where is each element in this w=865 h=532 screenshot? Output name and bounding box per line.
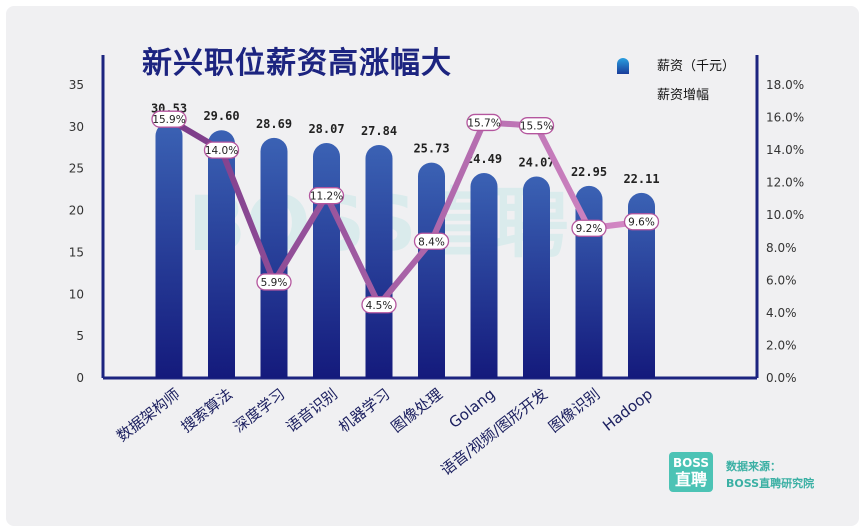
- y-right-tick-label: 12.0%: [766, 176, 804, 190]
- y-left-tick-label: 10: [69, 287, 84, 301]
- category-label: Hadoop: [599, 385, 656, 435]
- logo-line-1: BOSS: [672, 456, 710, 470]
- growth-point: [361, 296, 397, 314]
- growth-point: [413, 232, 450, 250]
- salary-value-label: 27.84: [361, 124, 397, 138]
- salary-bar: [313, 143, 340, 378]
- y-left-tick-label: 15: [69, 245, 84, 259]
- growth-value-label: 15.7%: [467, 117, 500, 129]
- legend-line-label: 薪资增幅: [657, 88, 709, 103]
- salary-bar: [418, 162, 445, 378]
- y-right-tick-label: 6.0%: [766, 273, 797, 287]
- growth-point: [151, 110, 187, 128]
- category-label: 数据架构师: [113, 385, 183, 445]
- salary-bar: [208, 130, 235, 378]
- y-right-tick-label: 8.0%: [766, 241, 797, 255]
- salary-value-label: 22.95: [571, 165, 607, 179]
- salary-bar: [470, 172, 498, 378]
- category-label: 搜索算法: [178, 385, 236, 436]
- y-left-tick-label: 25: [69, 162, 84, 176]
- source-label: 数据来源：: [726, 460, 781, 473]
- y-right-tick-label: 2.0%: [766, 338, 797, 352]
- legend-bar-swatch: [617, 58, 629, 74]
- growth-value-label: 4.5%: [366, 300, 393, 312]
- salary-value-label: 28.69: [256, 117, 292, 131]
- data-source: 数据来源： BOSS直聘研究院: [726, 458, 814, 492]
- category-label: 图像处理: [388, 385, 446, 436]
- y-left-tick-label: 0: [76, 371, 84, 385]
- category-label: 语音识别: [283, 385, 341, 436]
- growth-value-label: 8.4%: [418, 236, 445, 248]
- salary-value-label: 28.07: [308, 122, 344, 136]
- y-left-tick-label: 20: [69, 204, 84, 218]
- growth-point: [203, 141, 240, 159]
- growth-value-label: 9.6%: [628, 217, 655, 229]
- salary-bar: [260, 137, 288, 378]
- growth-value-label: 9.2%: [576, 223, 603, 235]
- y-right-tick-label: 0.0%: [766, 371, 797, 385]
- salary-value-label: 25.73: [413, 142, 449, 156]
- y-right-tick-label: 10.0%: [766, 208, 804, 222]
- category-label: 深度学习: [230, 385, 288, 436]
- growth-point: [623, 213, 660, 231]
- salary-bar: [365, 144, 393, 378]
- growth-point: [518, 117, 555, 135]
- growth-value-label: 11.2%: [310, 191, 343, 203]
- growth-point: [256, 273, 292, 291]
- growth-line: [166, 116, 645, 308]
- logo-line-2: 直聘: [674, 470, 707, 489]
- growth-value-label: 5.9%: [261, 277, 288, 289]
- y-right-tick-label: 4.0%: [766, 306, 797, 320]
- category-label: 机器学习: [335, 385, 393, 436]
- y-right-tick-label: 18.0%: [766, 78, 804, 92]
- salary-value-label: 24.49: [466, 152, 502, 166]
- salary-value-label: 29.60: [203, 109, 239, 123]
- y-right-tick-label: 16.0%: [766, 111, 804, 125]
- source-name: BOSS直聘研究院: [726, 477, 815, 490]
- growth-point: [466, 113, 502, 132]
- growth-point: [571, 219, 607, 237]
- category-label: 图像识别: [545, 385, 603, 436]
- boss-logo: BOSS 直聘: [669, 452, 713, 492]
- y-left-tick-label: 35: [69, 78, 84, 92]
- growth-value-label: 14.0%: [205, 145, 238, 157]
- salary-value-label: 24.07: [518, 155, 554, 169]
- salary-value-label: 22.11: [623, 172, 659, 186]
- chart-title: 新兴职位薪资高涨幅大: [142, 46, 452, 81]
- growth-value-label: 15.5%: [520, 121, 553, 133]
- salary-bar: [523, 176, 550, 378]
- y-left-tick-label: 30: [69, 120, 84, 134]
- growth-point: [308, 187, 345, 205]
- salary-bar: [155, 122, 183, 378]
- y-right-tick-label: 14.0%: [766, 143, 804, 157]
- growth-value-label: 15.9%: [152, 114, 185, 126]
- legend-bar-label: 薪资（千元）: [657, 59, 735, 74]
- salary-bar: [628, 192, 655, 378]
- y-left-tick-label: 5: [76, 329, 84, 343]
